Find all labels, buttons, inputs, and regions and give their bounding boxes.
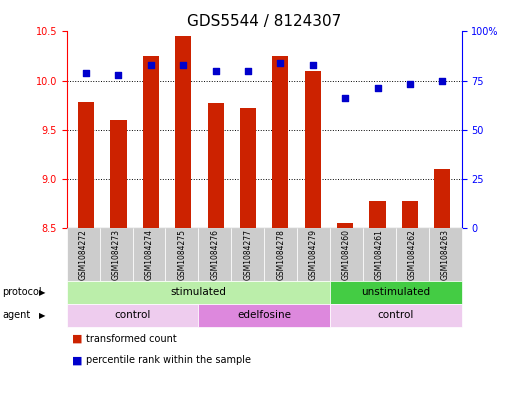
Point <box>244 68 252 74</box>
Point <box>406 81 414 88</box>
Point <box>341 95 349 101</box>
Text: agent: agent <box>3 310 31 320</box>
Text: control: control <box>378 310 414 320</box>
Text: GSM1084263: GSM1084263 <box>441 229 450 280</box>
Bar <box>305 71 321 228</box>
Text: GSM1084274: GSM1084274 <box>145 229 153 280</box>
Text: GSM1084278: GSM1084278 <box>276 229 285 280</box>
Bar <box>402 202 418 228</box>
Text: protocol: protocol <box>3 287 42 298</box>
Point <box>147 62 155 68</box>
Text: GSM1084272: GSM1084272 <box>78 229 88 280</box>
Point <box>114 72 123 78</box>
Text: GSM1084275: GSM1084275 <box>177 229 186 280</box>
Point <box>179 62 187 68</box>
Bar <box>272 56 288 228</box>
Title: GDS5544 / 8124307: GDS5544 / 8124307 <box>187 14 341 29</box>
Text: edelfosine: edelfosine <box>237 310 291 320</box>
Text: percentile rank within the sample: percentile rank within the sample <box>86 355 251 365</box>
Text: GSM1084260: GSM1084260 <box>342 229 351 280</box>
Text: GSM1084276: GSM1084276 <box>210 229 220 280</box>
Bar <box>434 169 450 228</box>
Text: ■: ■ <box>72 355 82 365</box>
Bar <box>240 108 256 228</box>
Text: unstimulated: unstimulated <box>361 287 430 298</box>
Point <box>277 60 285 66</box>
Text: GSM1084279: GSM1084279 <box>309 229 318 280</box>
Bar <box>110 120 127 228</box>
Text: ■: ■ <box>72 334 82 343</box>
Text: GSM1084277: GSM1084277 <box>243 229 252 280</box>
Text: ▶: ▶ <box>39 288 45 297</box>
Point <box>438 77 446 84</box>
Text: control: control <box>114 310 151 320</box>
Text: GSM1084273: GSM1084273 <box>111 229 121 280</box>
Text: transformed count: transformed count <box>86 334 177 343</box>
Bar <box>143 56 159 228</box>
Point <box>373 85 382 92</box>
Point <box>211 68 220 74</box>
Bar <box>175 37 191 228</box>
Text: stimulated: stimulated <box>170 287 226 298</box>
Text: GSM1084262: GSM1084262 <box>408 229 417 280</box>
Bar <box>337 223 353 228</box>
Bar <box>78 102 94 228</box>
Bar <box>369 202 386 228</box>
Point <box>309 62 317 68</box>
Text: ▶: ▶ <box>39 311 45 320</box>
Text: GSM1084261: GSM1084261 <box>375 229 384 280</box>
Bar <box>208 103 224 228</box>
Point <box>82 70 90 76</box>
